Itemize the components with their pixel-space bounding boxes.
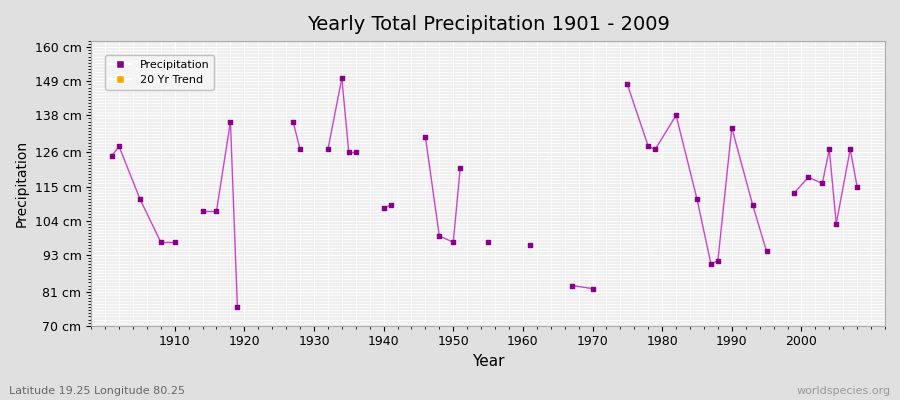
Text: worldspecies.org: worldspecies.org xyxy=(796,386,891,396)
Point xyxy=(230,304,245,310)
Point xyxy=(453,165,467,171)
Point xyxy=(745,202,760,208)
Point xyxy=(348,149,363,156)
Point xyxy=(704,261,718,267)
Point xyxy=(154,239,168,245)
Point xyxy=(788,190,802,196)
Point xyxy=(223,118,238,125)
Point xyxy=(620,81,634,88)
Title: Yearly Total Precipitation 1901 - 2009: Yearly Total Precipitation 1901 - 2009 xyxy=(307,15,670,34)
Point xyxy=(320,146,335,152)
Point xyxy=(418,134,433,140)
Point xyxy=(689,196,704,202)
Point xyxy=(292,146,307,152)
Point xyxy=(210,208,224,214)
Y-axis label: Precipitation: Precipitation xyxy=(15,140,29,227)
Point xyxy=(432,233,446,239)
X-axis label: Year: Year xyxy=(472,354,504,369)
Point xyxy=(132,196,147,202)
Text: Latitude 19.25 Longitude 80.25: Latitude 19.25 Longitude 80.25 xyxy=(9,386,185,396)
Point xyxy=(641,143,655,150)
Point xyxy=(760,248,774,255)
Point xyxy=(669,112,683,118)
Point xyxy=(112,143,126,150)
Point xyxy=(481,239,495,245)
Point xyxy=(564,282,579,289)
Point xyxy=(286,118,301,125)
Point xyxy=(829,220,843,227)
Point xyxy=(342,149,356,156)
Legend: Precipitation, 20 Yr Trend: Precipitation, 20 Yr Trend xyxy=(104,55,214,90)
Point xyxy=(167,239,182,245)
Point xyxy=(843,146,858,152)
Point xyxy=(585,285,599,292)
Point xyxy=(335,75,349,82)
Point xyxy=(801,174,815,180)
Point xyxy=(724,124,739,131)
Point xyxy=(446,239,461,245)
Point xyxy=(822,146,836,152)
Point xyxy=(648,146,662,152)
Point xyxy=(195,208,210,214)
Point xyxy=(850,183,864,190)
Point xyxy=(711,258,725,264)
Point xyxy=(815,180,830,187)
Point xyxy=(383,202,398,208)
Point xyxy=(523,242,537,248)
Point xyxy=(376,205,391,211)
Point xyxy=(104,152,119,159)
